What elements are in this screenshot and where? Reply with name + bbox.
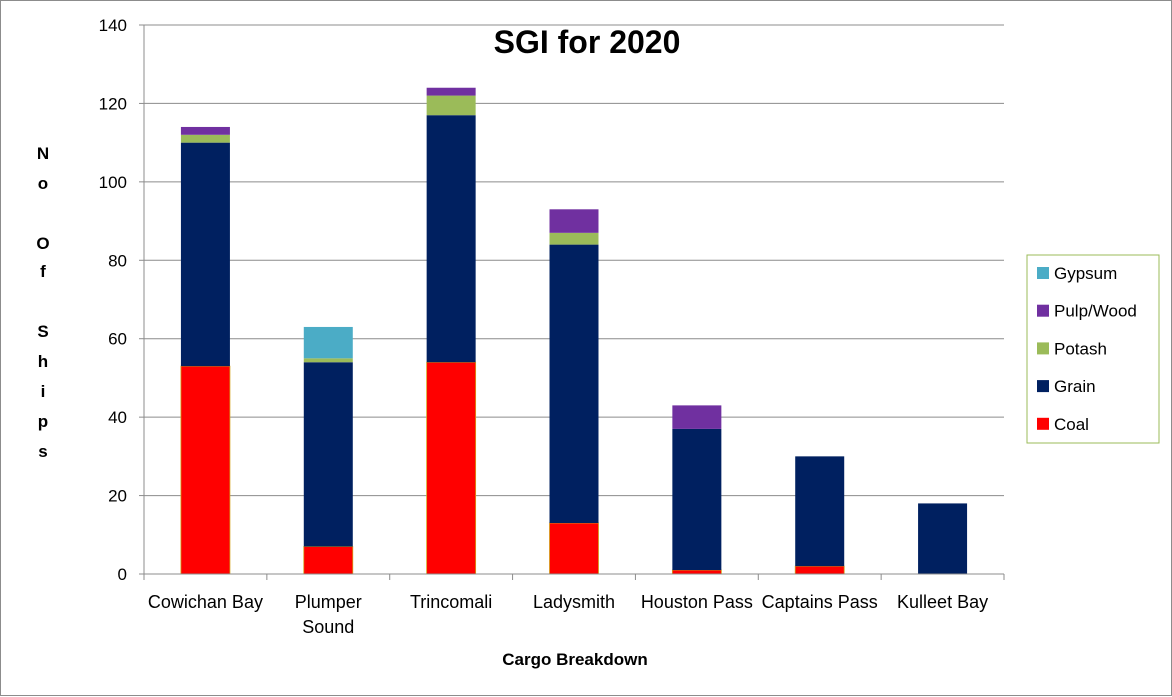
x-category-label: Cowichan Bay	[148, 592, 263, 612]
y-tick-label: 60	[108, 330, 127, 349]
bar-segment-gypsum	[303, 326, 353, 359]
x-category-label: Kulleet Bay	[897, 592, 988, 612]
y-axis-title-letter: N	[37, 144, 49, 163]
x-category-label-line: Captains Pass	[762, 592, 878, 612]
legend-label-grain: Grain	[1054, 377, 1096, 396]
legend-swatch-potash	[1037, 342, 1049, 355]
bar-segment-grain	[918, 503, 968, 574]
bars	[180, 87, 968, 575]
bar-segment-grain	[426, 115, 476, 363]
legend-swatch-pulp-wood	[1037, 304, 1049, 317]
x-category-label-line: Sound	[302, 617, 354, 637]
x-category-label: Houston Pass	[641, 592, 753, 612]
bar-segment-potash	[426, 95, 476, 116]
y-tick-label: 100	[99, 173, 127, 192]
x-category-label: Ladysmith	[533, 592, 615, 612]
legend-label-pulp-wood: Pulp/Wood	[1054, 302, 1137, 321]
x-category-label-line: Plumper	[295, 592, 362, 612]
x-category-label-line: Cowichan Bay	[148, 592, 263, 612]
legend-label-coal: Coal	[1054, 415, 1089, 434]
y-tick-label: 0	[118, 565, 127, 584]
x-category-label: Trincomali	[410, 592, 492, 612]
bar-segment-pulp-wood	[672, 405, 722, 429]
bar-segment-pulp-wood	[549, 209, 599, 233]
x-category-label-line: Trincomali	[410, 592, 492, 612]
bar-segment-pulp-wood	[426, 87, 476, 96]
legend-label-potash: Potash	[1054, 339, 1107, 358]
x-axis-title: Cargo Breakdown	[502, 650, 647, 669]
bar-segment-coal	[549, 522, 599, 575]
y-axis-title-letter: i	[41, 382, 46, 401]
bar-segment-pulp-wood	[180, 126, 230, 135]
bar-segment-coal	[794, 565, 845, 575]
x-category-label-line: Houston Pass	[641, 592, 753, 612]
x-category-label: Captains Pass	[762, 592, 878, 612]
y-axis-title-letter: f	[40, 262, 46, 281]
legend-swatch-gypsum	[1037, 267, 1049, 279]
bar-segment-grain	[303, 362, 353, 547]
legend: Gypsum Pulp/Wood Potash Grain Coal	[1026, 254, 1160, 444]
y-tick-label: 140	[99, 16, 127, 35]
bar-segment-grain	[549, 244, 599, 524]
y-axis-title-letter: p	[38, 412, 48, 431]
y-tick-label: 120	[99, 94, 127, 113]
y-axis-title-letter: o	[38, 174, 48, 193]
bar-segment-coal	[426, 361, 477, 575]
x-category-label-line: Ladysmith	[533, 592, 615, 612]
x-category-label: Plumper Sound	[295, 592, 362, 637]
legend-label-gypsum: Gypsum	[1054, 264, 1117, 283]
bar-segment-coal	[180, 365, 231, 575]
legend-swatch-grain	[1037, 380, 1049, 393]
y-tick-label: 80	[108, 251, 127, 270]
legend-swatch-coal	[1037, 417, 1049, 430]
chart-title: SGI for 2020	[494, 24, 681, 60]
x-category-label-line: Kulleet Bay	[897, 592, 988, 612]
y-tick-label: 20	[108, 487, 127, 506]
bar-segment-potash	[549, 232, 599, 245]
axes: 0 20 40 60 80 100 120 140 Cowichan Bay Plumper Sou…	[99, 16, 1005, 637]
bar-segment-grain	[672, 428, 722, 571]
bar-segment-grain	[795, 456, 845, 567]
y-tick-label: 40	[108, 408, 127, 427]
y-axis-title-letter: S	[37, 322, 48, 341]
bar-segment-grain	[180, 142, 230, 367]
bar-segment-coal	[303, 546, 354, 575]
y-axis-title-letter: O	[36, 234, 49, 253]
bar-segment-coal	[671, 569, 722, 575]
bar-segment-potash	[303, 358, 353, 363]
y-axis-title-letter: s	[38, 442, 47, 461]
y-axis-title-letter: h	[38, 352, 48, 371]
bar-segment-potash	[180, 134, 230, 143]
